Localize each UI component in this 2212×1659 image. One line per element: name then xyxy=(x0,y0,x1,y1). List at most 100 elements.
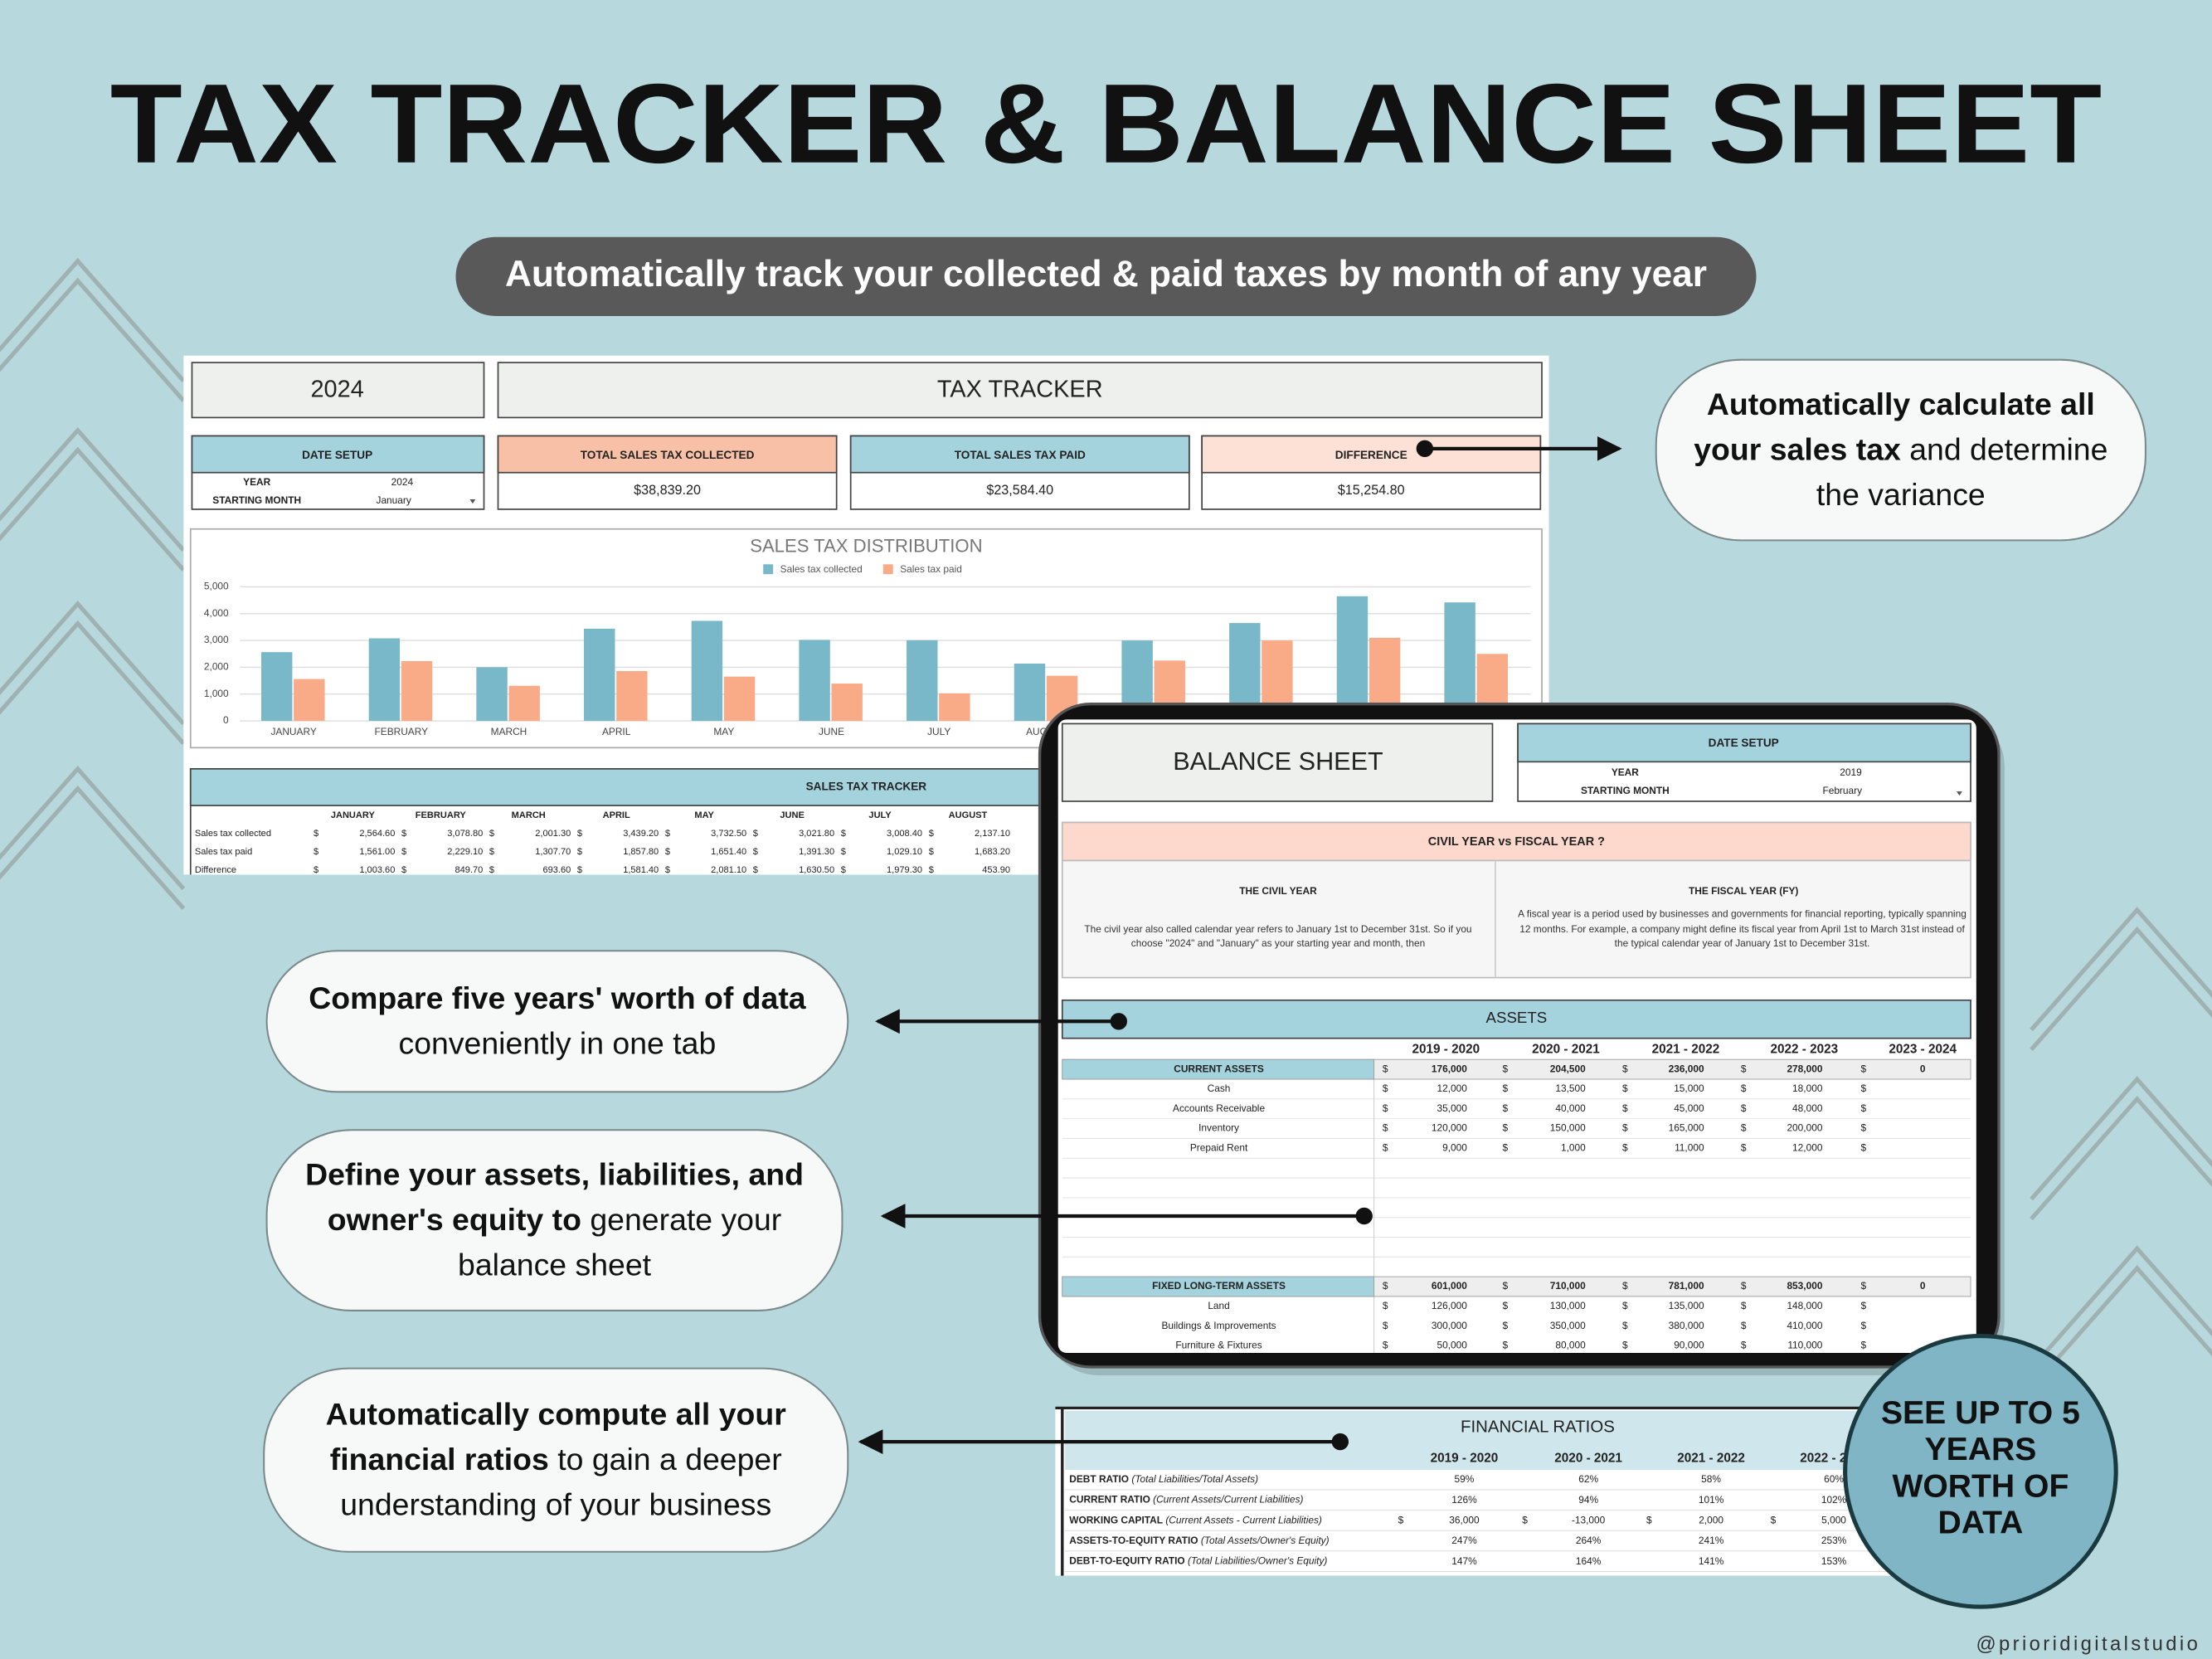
currency-sign: $ xyxy=(1383,1280,1388,1292)
bar xyxy=(1444,602,1475,722)
currency-sign: $ xyxy=(1622,1141,1628,1153)
currency-sign: $ xyxy=(1622,1102,1628,1114)
chevron xyxy=(2030,1265,2212,1390)
asset-value: 45,000 xyxy=(1674,1102,1704,1114)
cell: 453.90 xyxy=(982,865,1010,875)
currency-sign: $ xyxy=(929,829,934,839)
asset-value: 130,000 xyxy=(1550,1300,1586,1311)
date-setup-header xyxy=(1517,722,1971,763)
section-total: 0 xyxy=(1920,1063,1926,1074)
balance-sheet-screen: BALANCE SHEET DATE SETUP YEAR 2019 STARTING … xyxy=(1061,722,1971,1353)
legend-swatch xyxy=(882,564,893,575)
section-total: 0 xyxy=(1920,1280,1926,1292)
x-tick-label: JULY xyxy=(927,726,950,737)
currency-sign: $ xyxy=(841,847,846,857)
currency-sign: $ xyxy=(841,829,846,839)
period-header: 2021 - 2022 xyxy=(1652,1042,1720,1056)
assets-header xyxy=(1061,999,1971,1039)
cell: 1,029.10 xyxy=(887,847,922,857)
card-title: TOTAL SALES TAX COLLECTED xyxy=(581,449,755,461)
section-total: 278,000 xyxy=(1787,1063,1822,1074)
currency-sign: $ xyxy=(1771,1514,1777,1525)
section-total: 601,000 xyxy=(1432,1280,1467,1292)
ratio-name-text: DEBT RATIO xyxy=(1069,1473,1129,1485)
title-box xyxy=(1061,722,1494,802)
currency-sign: $ xyxy=(1383,1300,1388,1311)
ratio-value: 126% xyxy=(1451,1494,1477,1506)
cell: 2,137.10 xyxy=(975,829,1010,839)
chart-title: SALES TAX DISTRIBUTION xyxy=(750,536,982,557)
legend-label: Sales tax collected xyxy=(780,563,863,575)
currency-sign: $ xyxy=(1741,1063,1747,1074)
bar xyxy=(799,640,830,722)
date-setup-title: DATE SETUP xyxy=(1709,737,1779,749)
ratio-value: 36,000 xyxy=(1449,1514,1480,1525)
year-label: YEAR xyxy=(1612,766,1639,778)
tracker-title: TAX TRACKER xyxy=(937,377,1103,403)
column-header: MARCH xyxy=(512,810,546,820)
callout-bold: Automatically calculate all your sales t… xyxy=(1694,386,2095,467)
ratio-name-text: ASSETS-TO-EQUITY RATIO xyxy=(1069,1535,1198,1546)
section-total: 781,000 xyxy=(1669,1280,1704,1292)
column-header: JUNE xyxy=(780,810,804,820)
chevron xyxy=(0,257,186,382)
currency-sign: $ xyxy=(1622,1280,1628,1292)
cell: 1,979.30 xyxy=(887,865,922,875)
ratio-value: 247% xyxy=(1451,1535,1477,1546)
currency-sign: $ xyxy=(753,847,758,857)
ratio-formula: (Total Liabilities/Owner's Equity) xyxy=(1188,1555,1327,1567)
card-header xyxy=(849,435,1190,474)
period-header: 2020 - 2021 xyxy=(1554,1452,1622,1466)
cell: 2,001.30 xyxy=(535,829,571,839)
asset-value: 80,000 xyxy=(1555,1340,1586,1351)
asset-value: 15,000 xyxy=(1674,1082,1704,1094)
bar xyxy=(1336,596,1369,722)
ratio-value: 5,000 xyxy=(1821,1514,1846,1525)
currency-sign: $ xyxy=(1860,1340,1866,1351)
card-value: $38,839.20 xyxy=(634,483,701,498)
cell: 1,630.50 xyxy=(799,865,834,875)
callout-line: Automatically compute all your financial… xyxy=(292,1393,819,1528)
currency-sign: $ xyxy=(577,865,582,875)
currency-sign: $ xyxy=(401,829,406,839)
card-title: DIFFERENCE xyxy=(1335,449,1407,461)
badge-text-box: SEE UP TO 5 YEARS WORTH OF DATA xyxy=(1881,1394,2080,1540)
legend-swatch xyxy=(763,564,774,575)
year-box xyxy=(191,362,485,419)
table-title: SALES TAX TRACKER xyxy=(806,781,927,793)
currency-sign: $ xyxy=(1383,1320,1388,1331)
currency-sign: $ xyxy=(1741,1280,1747,1292)
ratio-name: DEBT RATIO (Total Liabilities/Total Asse… xyxy=(1069,1473,1258,1485)
y-tick-label: 1,000 xyxy=(204,688,229,699)
asset-value: 165,000 xyxy=(1669,1122,1704,1134)
balance-title: BALANCE SHEET xyxy=(1173,747,1383,776)
ratio-formula: (Total Liabilities/Total Assets) xyxy=(1131,1473,1258,1485)
callout-text-box: Define your assets, liabilities, and own… xyxy=(295,1152,814,1287)
ratio-value: 164% xyxy=(1576,1555,1602,1567)
callout-text-box: Automatically calculate all your sales t… xyxy=(1694,386,2107,512)
currency-sign: $ xyxy=(314,829,318,839)
chevron xyxy=(0,277,186,402)
ratio-formula: (Current Assets - Current Liabilities) xyxy=(1165,1514,1322,1525)
ratio-value: 253% xyxy=(1821,1535,1847,1546)
cell: 1,003.60 xyxy=(359,865,395,875)
currency-sign: $ xyxy=(1383,1340,1388,1351)
callout-regular: generate your balance sheet xyxy=(458,1201,782,1282)
row-label: Sales tax paid xyxy=(195,847,252,857)
asset-value: 1,000 xyxy=(1561,1141,1586,1153)
asset-label: Cash xyxy=(1208,1082,1231,1094)
asset-value: 13,500 xyxy=(1555,1082,1586,1094)
currency-sign: $ xyxy=(1622,1320,1628,1331)
asset-value: 48,000 xyxy=(1792,1102,1823,1114)
asset-value: 110,000 xyxy=(1787,1340,1822,1351)
currency-sign: $ xyxy=(1383,1141,1388,1153)
card-header xyxy=(497,435,838,474)
currency-sign: $ xyxy=(1860,1063,1866,1074)
year-label: YEAR xyxy=(243,476,270,488)
currency-sign: $ xyxy=(1741,1300,1747,1311)
card-value: $15,254.80 xyxy=(1338,483,1405,498)
callout-line: Define your assets, liabilities, and own… xyxy=(295,1152,814,1287)
currency-sign: $ xyxy=(1502,1102,1508,1114)
chevron xyxy=(2030,1095,2212,1221)
period-header: 2023 - 2024 xyxy=(1889,1042,1957,1056)
